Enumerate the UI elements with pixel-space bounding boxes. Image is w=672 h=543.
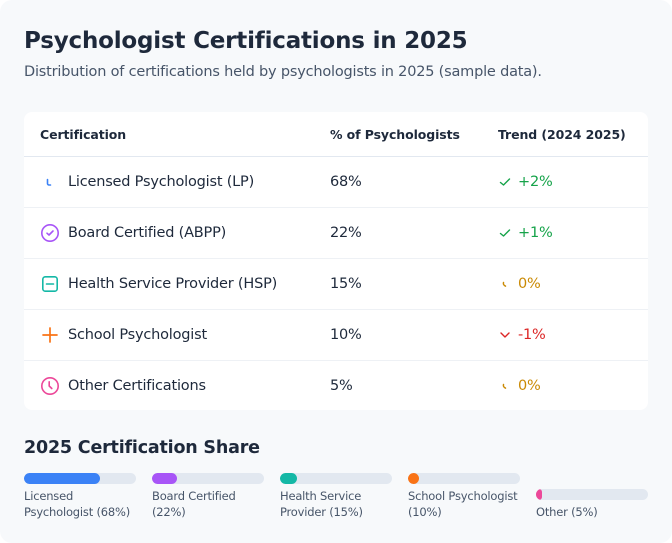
bar-fill <box>280 473 297 484</box>
certification-label: Licensed Psychologist (LP) <box>68 174 255 190</box>
certification-label: Board Certified (ABPP) <box>68 225 227 241</box>
bar-fill <box>152 473 177 484</box>
certification-label: School Psychologist <box>68 327 207 343</box>
bar-track <box>152 473 264 484</box>
minus-square-icon <box>40 274 60 294</box>
share-item: School Psychologist (10%) <box>408 473 520 520</box>
chevron-down-icon <box>498 328 512 342</box>
certifications-table: Certification % of Psychologists Trend (… <box>24 112 648 410</box>
bar-track <box>24 473 136 484</box>
trend-value: +2% <box>518 174 553 190</box>
table-row: Health Service Provider (HSP) 15% 0% <box>24 259 648 310</box>
share-item: Board Certified (22%) <box>152 473 264 520</box>
share-item: Health Service Provider (15%) <box>280 473 392 520</box>
table-row: Board Certified (ABPP) 22% +1% <box>24 208 648 259</box>
column-header-certification: Certification <box>40 126 127 142</box>
bar-track <box>280 473 392 484</box>
trend-value: 0% <box>518 377 541 394</box>
page-title: Psychologist Certifications in 2025 <box>24 28 468 54</box>
table-row: Other Certifications 5% 0% <box>24 361 648 410</box>
plus-icon <box>40 325 60 345</box>
table-header-row: Certification % of Psychologists Trend (… <box>24 112 648 157</box>
percent-value: 22% <box>330 225 362 241</box>
table-row: School Psychologist 10% -1% <box>24 310 648 361</box>
bar-fill <box>536 489 542 500</box>
share-label: School Psychologist (10%) <box>408 489 518 519</box>
share-item: Other (5%) <box>536 489 648 520</box>
share-label: Board Certified (22%) <box>152 489 236 519</box>
percent-value: 68% <box>330 174 362 190</box>
check-icon <box>498 226 512 240</box>
spinner-icon <box>40 172 60 192</box>
certification-label: Other Certifications <box>68 377 206 394</box>
percent-value: 5% <box>330 377 353 394</box>
bar-fill <box>24 473 101 484</box>
bar-track <box>408 473 520 484</box>
column-header-percent: % of Psychologists <box>330 126 460 142</box>
trend-value: 0% <box>518 276 541 292</box>
check-circle-icon <box>40 223 60 243</box>
trend-value: +1% <box>518 225 553 241</box>
column-header-trend: Trend (2024 2025) <box>498 126 626 142</box>
share-label: Licensed Psychologist (68%) <box>24 489 130 519</box>
trend-value: -1% <box>518 327 546 343</box>
clock-icon <box>40 376 60 396</box>
share-item: Licensed Psychologist (68%) <box>24 473 136 520</box>
percent-value: 15% <box>330 276 362 292</box>
share-section-title: 2025 Certification Share <box>24 438 260 458</box>
check-icon <box>498 175 512 189</box>
spinner-icon <box>498 379 512 393</box>
share-label: Other (5%) <box>536 505 598 519</box>
certification-label: Health Service Provider (HSP) <box>68 276 278 292</box>
percent-value: 10% <box>330 327 362 343</box>
page-subtitle: Distribution of certifications held by p… <box>24 64 542 80</box>
table-row: Licensed Psychologist (LP) 68% +2% <box>24 157 648 208</box>
spinner-icon <box>498 277 512 291</box>
share-label: Health Service Provider (15%) <box>280 489 363 519</box>
bar-track <box>536 489 648 500</box>
share-bar-chart: Licensed Psychologist (68%) Board Certif… <box>24 468 648 520</box>
bar-fill <box>408 473 420 484</box>
